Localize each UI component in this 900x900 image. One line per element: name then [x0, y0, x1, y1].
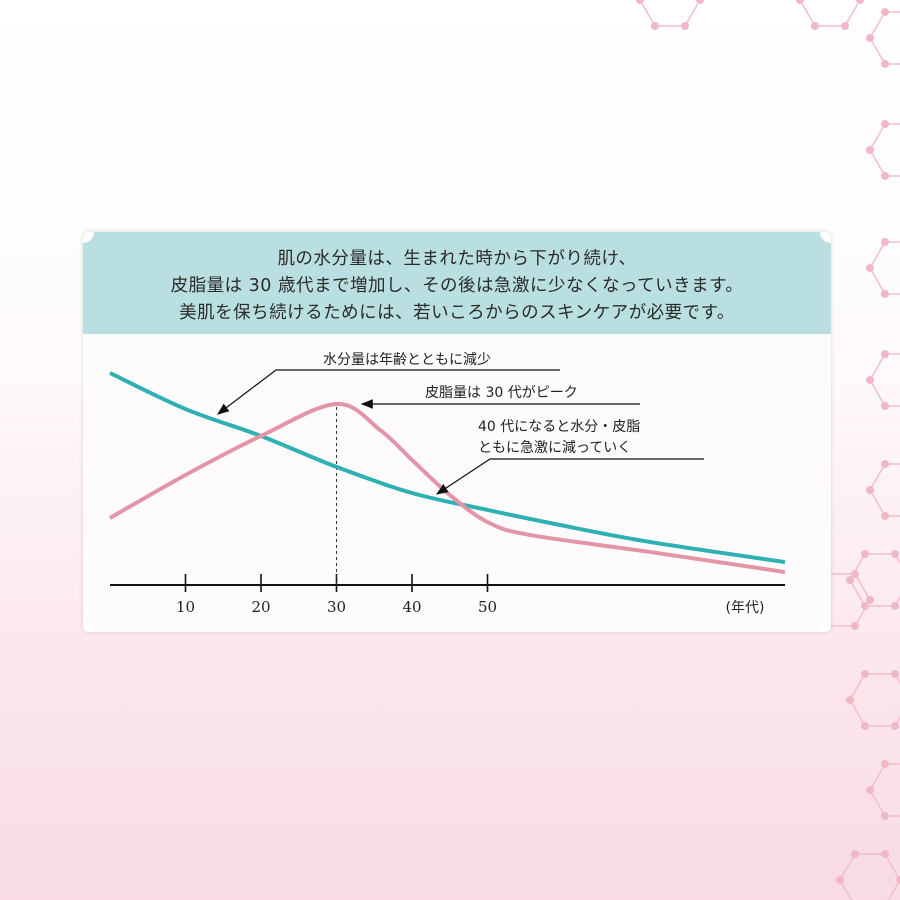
hexagon-node — [846, 696, 854, 704]
hexagon-node — [866, 596, 874, 604]
hexagon-node — [881, 401, 889, 410]
hexagon-node — [866, 786, 874, 794]
hexagon-node — [881, 289, 889, 298]
x-tick-label: 40 — [402, 598, 421, 616]
header-line-2: 皮脂量は 30 歳代まで増加し、その後は急激に少なくなっていきます。 — [170, 276, 744, 296]
hexagon-node — [696, 0, 704, 4]
hexagon-node — [636, 0, 644, 4]
hexagon-node — [861, 550, 869, 559]
hexagon-node — [836, 876, 844, 884]
hexagon-node — [861, 670, 869, 679]
hexagon-node — [881, 8, 889, 17]
hexagon-node — [866, 146, 874, 154]
info-card: 肌の水分量は、生まれた時から下がり続け、 皮脂量は 30 歳代まで増加し、その後… — [83, 232, 831, 632]
hexagon-node — [851, 570, 859, 579]
hexagon-node — [881, 238, 889, 247]
hexagon-node — [891, 601, 899, 610]
corner-notch — [820, 621, 831, 632]
hexagon-node — [881, 511, 889, 520]
annotation-sebum-peak: 皮脂量は 30 代がピーク — [425, 385, 578, 401]
hexagon-node — [861, 721, 869, 730]
header-line-1: 肌の水分量は、生まれた時から下がり続け、 — [277, 249, 637, 269]
hexagon-node — [891, 550, 899, 559]
annotation-arrow — [435, 458, 704, 495]
hexagon-node — [866, 34, 874, 42]
corner-notch — [83, 232, 94, 243]
annotation-arrow — [217, 369, 560, 415]
hexagon-node — [881, 171, 889, 180]
corner-notch — [83, 621, 94, 632]
annotation-40s-line2: ともに急激に減っていく — [478, 439, 631, 456]
hexagon-node — [881, 120, 889, 129]
hexagon-node — [681, 21, 689, 30]
card-header: 肌の水分量は、生まれた時から下がり続け、 皮脂量は 30 歳代まで増加し、その後… — [83, 232, 831, 334]
x-axis-label: (年代) — [726, 600, 765, 616]
hexagon-node — [891, 721, 899, 730]
annotation-40s-line1: 40 代になると水分・皮脂 — [478, 419, 640, 435]
hexagon-node — [881, 850, 889, 859]
hexagon-node — [891, 670, 899, 679]
x-tick-label: 20 — [251, 598, 270, 616]
hexagon-node — [881, 760, 889, 769]
series-line-moisture — [109, 371, 786, 565]
hexagon-node — [846, 576, 854, 584]
hexagon-node — [896, 876, 900, 884]
hexagon-node — [651, 21, 659, 30]
hexagon-node — [856, 0, 864, 4]
header-line-3: 美肌を保ち続けるためには、若いころからのスキンケアが必要です。 — [179, 303, 735, 323]
x-tick-label: 10 — [176, 598, 195, 616]
hexagon-node — [866, 376, 874, 384]
hexagon-node — [881, 350, 889, 359]
hexagon-node — [866, 486, 874, 494]
series-line-sebum — [109, 401, 786, 575]
hexagon-node — [851, 850, 859, 859]
annotation-moisture: 水分量は年齢とともに減少 — [323, 351, 491, 368]
x-tick-label: 30 — [327, 598, 346, 616]
hexagon-node — [796, 0, 804, 4]
x-tick-label: 50 — [478, 598, 497, 616]
hexagon-node — [866, 264, 874, 272]
hexagon-node — [811, 21, 819, 30]
corner-notch — [820, 232, 831, 243]
hexagon-node — [851, 621, 859, 630]
hexagon-node — [841, 21, 849, 30]
hexagon-node — [881, 59, 889, 68]
hexagon-node — [881, 811, 889, 820]
hexagon-node — [881, 460, 889, 469]
